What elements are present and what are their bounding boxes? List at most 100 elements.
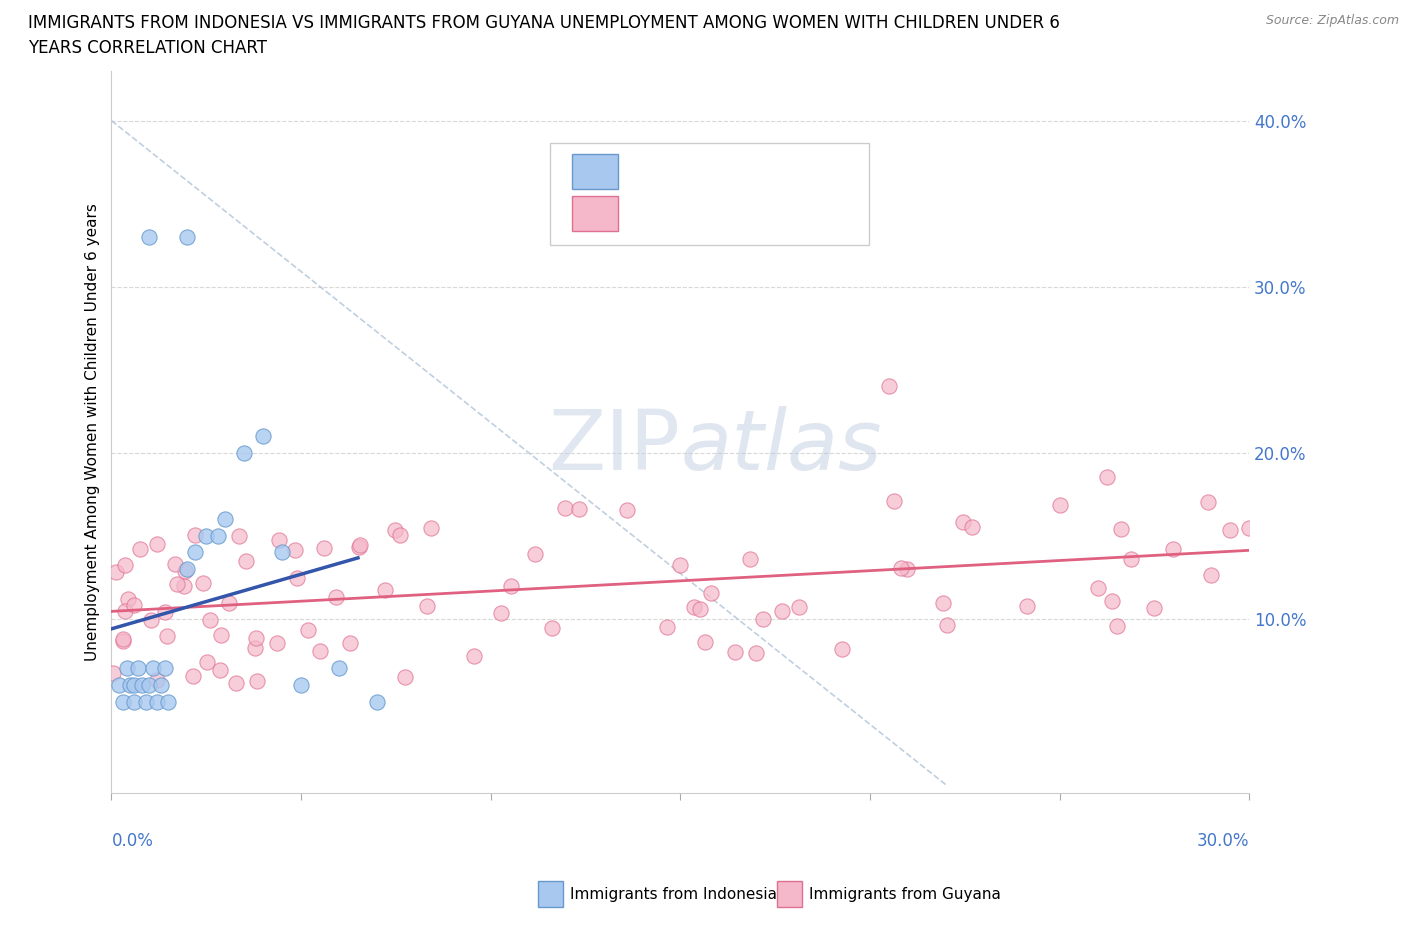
Point <box>415 599 437 614</box>
Point <box>120 678 142 693</box>
Point <box>266 636 288 651</box>
Point <box>883 494 905 509</box>
Point <box>173 578 195 593</box>
Point <box>191 576 214 591</box>
Point <box>1201 567 1223 582</box>
Text: ZIP: ZIP <box>548 405 681 486</box>
Point <box>325 590 347 604</box>
Point <box>693 635 716 650</box>
Point <box>932 596 955 611</box>
Point <box>896 562 918 577</box>
Point <box>112 631 135 646</box>
Point <box>122 695 145 710</box>
Point <box>271 545 294 560</box>
Point <box>176 230 198 245</box>
Point <box>655 620 678 635</box>
Point <box>683 599 706 614</box>
Point <box>101 666 124 681</box>
Point <box>127 661 149 676</box>
Point <box>142 661 165 676</box>
Point <box>198 613 221 628</box>
Point <box>1101 593 1123 608</box>
Point <box>366 695 388 710</box>
Point <box>285 571 308 586</box>
Point <box>209 662 232 677</box>
Point <box>108 678 131 693</box>
Point <box>131 678 153 693</box>
Point <box>146 673 169 688</box>
Point <box>463 648 485 663</box>
Point <box>146 537 169 551</box>
Point <box>207 528 229 543</box>
Point <box>115 661 138 676</box>
Point <box>243 641 266 656</box>
Text: Immigrants from Guyana: Immigrants from Guyana <box>810 886 1001 901</box>
Point <box>1197 495 1219 510</box>
Point <box>149 678 172 693</box>
Point <box>138 230 160 245</box>
Point <box>184 545 207 560</box>
Point <box>489 605 512 620</box>
Point <box>960 520 983 535</box>
Point <box>297 623 319 638</box>
Point <box>1017 598 1039 613</box>
Point <box>524 547 547 562</box>
Point <box>752 612 775 627</box>
Point <box>166 577 188 591</box>
Point <box>541 621 564 636</box>
Point <box>163 556 186 571</box>
Point <box>114 557 136 572</box>
Point <box>252 429 274 444</box>
Text: Immigrants from Indonesia: Immigrants from Indonesia <box>571 886 778 901</box>
Point <box>128 541 150 556</box>
Y-axis label: Unemployment Among Women with Children Under 6 years: Unemployment Among Women with Children U… <box>86 203 100 661</box>
Point <box>740 551 762 566</box>
Point <box>1095 470 1118 485</box>
Point <box>669 558 692 573</box>
Point <box>1111 522 1133 537</box>
Point <box>114 604 136 618</box>
Point <box>141 613 163 628</box>
Point <box>195 528 218 543</box>
Text: 30.0%: 30.0% <box>1197 832 1250 850</box>
Point <box>308 644 330 659</box>
Point <box>554 500 576 515</box>
Point <box>936 618 959 633</box>
Point <box>1049 498 1071 512</box>
Point <box>214 512 236 526</box>
Point <box>174 564 197 578</box>
Point <box>314 540 336 555</box>
Point <box>384 523 406 538</box>
Point <box>789 600 811 615</box>
Text: 0.0%: 0.0% <box>111 832 153 850</box>
Point <box>1163 541 1185 556</box>
Point <box>138 678 160 693</box>
Point <box>890 561 912 576</box>
Point <box>1087 581 1109 596</box>
Point <box>1219 523 1241 538</box>
Text: Source: ZipAtlas.com: Source: ZipAtlas.com <box>1265 14 1399 27</box>
Point <box>616 502 638 517</box>
Point <box>124 598 146 613</box>
Point <box>1105 618 1128 633</box>
Point <box>568 501 591 516</box>
Point <box>225 675 247 690</box>
Point <box>235 553 257 568</box>
Point <box>195 654 218 669</box>
Point <box>689 602 711 617</box>
Point <box>745 645 768 660</box>
Point <box>153 604 176 619</box>
Point <box>135 695 157 710</box>
Point <box>290 678 312 693</box>
Point <box>499 578 522 593</box>
Point <box>246 673 269 688</box>
Point <box>419 521 441 536</box>
Point <box>877 379 900 393</box>
Point <box>181 669 204 684</box>
Point <box>111 695 134 710</box>
Text: atlas: atlas <box>681 405 882 486</box>
Point <box>269 533 291 548</box>
Point <box>328 661 350 676</box>
Point <box>1121 551 1143 566</box>
Point <box>233 445 256 460</box>
